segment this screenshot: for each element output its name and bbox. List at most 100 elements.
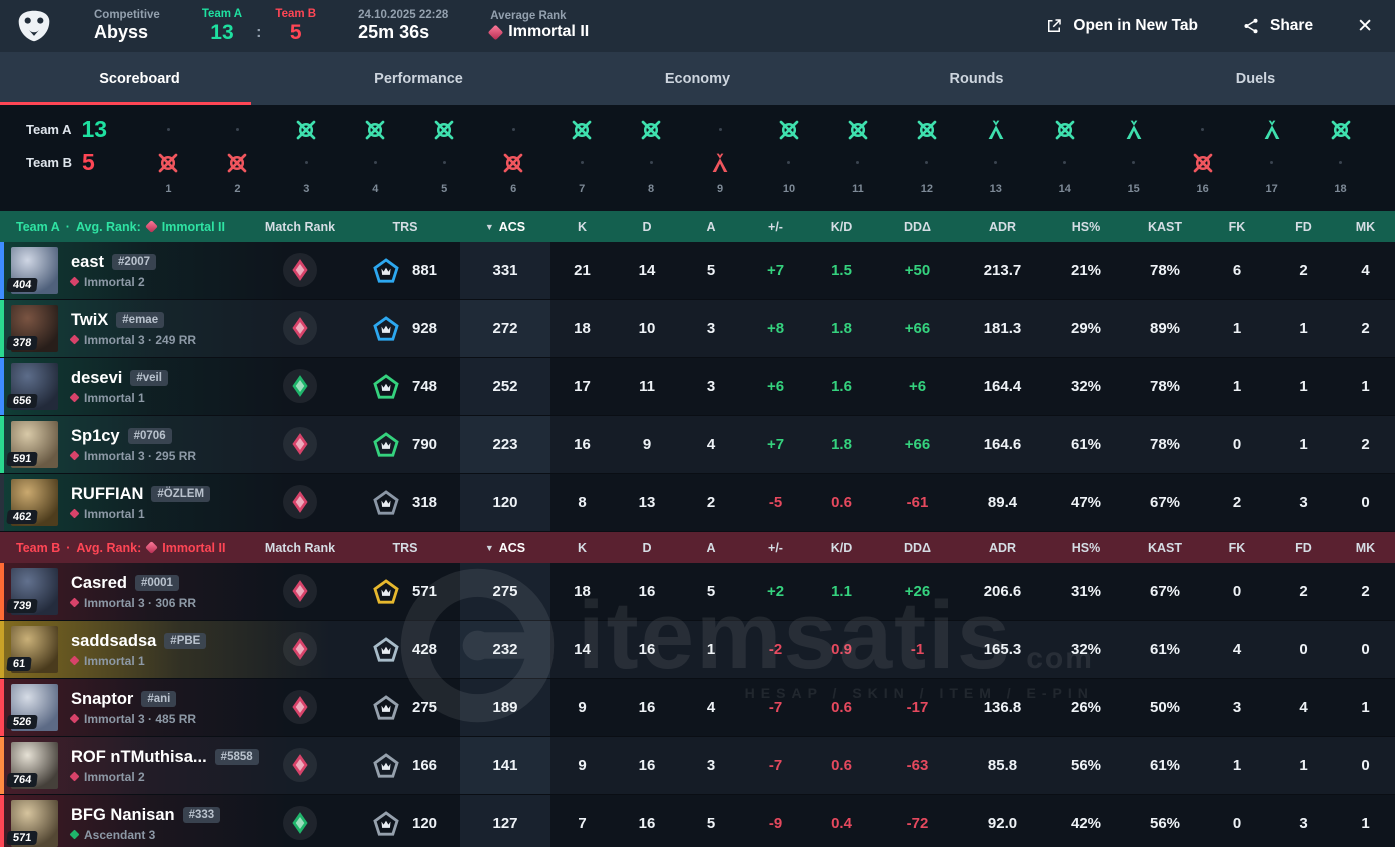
column-header--[interactable]: +/- [768,219,783,234]
column-header-match-rank[interactable]: Match Rank [264,219,336,234]
agent-avatar: 526 [6,684,58,731]
column-header-adr[interactable]: ADR [988,540,1017,555]
column-header-kast[interactable]: KAST [1147,540,1183,555]
trs-value: 318 [411,494,438,511]
first-kills-value: 0 [1232,815,1242,832]
round-column: 9 [686,113,755,211]
trs-value: 881 [411,262,438,279]
share-button[interactable]: Share [1242,17,1313,35]
multi-kills-value: 0 [1361,757,1370,774]
column-header-match-rank[interactable]: Match Rank [264,540,336,555]
column-header-hs-[interactable]: HS% [1071,219,1101,234]
first-kills-value: 1 [1232,320,1242,337]
agent-avatar: 378 [6,305,58,352]
column-header-a[interactable]: A [706,219,716,234]
headshot-pct-value: 32% [1070,378,1102,395]
brand-logo-icon [18,10,50,42]
column-header-trs[interactable]: TRS [392,219,418,234]
tab-duels[interactable]: Duels [1116,52,1395,105]
tab-economy[interactable]: Economy [558,52,837,105]
column-header-fk[interactable]: FK [1228,540,1246,555]
deaths-value: 16 [638,815,656,832]
column-header-k[interactable]: K [577,540,588,555]
column-header-kast[interactable]: KAST [1147,219,1183,234]
headshot-pct-value: 56% [1070,757,1102,774]
match-rank-icon [283,632,317,666]
first-kills-value: 1 [1232,378,1242,395]
trs-cell: 318 [350,489,460,516]
player-row[interactable]: 591 Sp1cy #0706 Immortal 3 · 295 RR [0,416,1395,474]
round-loss-dot [1339,161,1343,164]
trs-badge-icon [373,810,399,837]
trs-badge-icon [373,373,399,400]
column-header-acs[interactable]: ▼ ACS [484,540,526,555]
player-rank-text: Immortal 1 [84,506,145,521]
column-header-adr[interactable]: ADR [988,219,1017,234]
column-header-mk[interactable]: MK [1355,219,1376,234]
account-level-badge: 404 [6,278,39,292]
column-header-dd-[interactable]: DDΔ [903,219,932,234]
rank-diamond-icon [488,24,504,41]
tab-label: Duels [1235,70,1276,87]
column-header-fd[interactable]: FD [1295,219,1312,234]
player-cell: 404 east #2007 Immortal 2 [0,242,250,299]
player-cell: 764 ROF nTMuthisa... #5858 Immortal 2 [0,737,259,794]
column-header-acs[interactable]: ▼ ACS [484,219,526,234]
round-loss-dot [235,128,239,131]
round-loss-dot [994,161,998,164]
player-row[interactable]: 739 Casred #0001 Immortal 3 · 306 RR [0,563,1395,621]
kast-value: 89% [1149,320,1181,337]
tab-rounds[interactable]: Rounds [837,52,1116,105]
agent-avatar: 462 [6,479,58,526]
column-header-d[interactable]: D [642,540,652,555]
column-header-d[interactable]: D [642,219,652,234]
column-header-trs[interactable]: TRS [392,540,418,555]
headshot-pct-value: 21% [1070,262,1102,279]
elimination-icon [159,153,178,172]
player-cell: 656 desevi #veil Immortal 1 [0,358,250,415]
column-header-hs-[interactable]: HS% [1071,540,1101,555]
column-header-fk[interactable]: FK [1228,219,1246,234]
headshot-pct-value: 32% [1070,641,1102,658]
player-name: Snaptor [71,689,134,708]
player-cell: 571 BFG Nanisan #333 Ascendant 3 [0,795,250,847]
assists-value: 5 [706,815,716,832]
rounds-team-b-score: 5 [82,149,95,175]
multi-kills-value: 0 [1361,494,1370,511]
player-row[interactable]: 404 east #2007 Immortal 2 [0,242,1395,300]
trs-cell: 571 [350,578,460,605]
tab-scoreboard[interactable]: Scoreboard [0,52,279,105]
player-row[interactable]: 462 RUFFIAN #ÖZLEM Immortal 1 [0,474,1395,532]
trs-value: 928 [411,320,438,337]
player-row[interactable]: 378 TwiX #emae Immortal 3 · 249 RR [0,300,1395,358]
column-header-k-d[interactable]: K/D [830,540,853,555]
column-header--[interactable]: +/- [768,540,783,555]
rank-diamond-icon [69,334,80,345]
assists-value: 5 [706,262,716,279]
plus-minus-value: +8 [766,320,785,337]
open-in-new-tab-button[interactable]: Open in New Tab [1045,17,1198,35]
player-row[interactable]: 571 BFG Nanisan #333 Ascendant 3 [0,795,1395,847]
kills-value: 7 [578,815,587,832]
column-header-fd[interactable]: FD [1295,540,1312,555]
party-accent-bar [0,358,4,415]
player-row[interactable]: 526 Snaptor #ani Immortal 3 · 485 RR [0,679,1395,737]
column-header-k[interactable]: K [577,219,588,234]
close-icon[interactable]: ✕ [1357,15,1373,37]
match-rank-cell [250,485,350,520]
column-header-k-d[interactable]: K/D [830,219,853,234]
trs-badge-icon [373,694,399,721]
acs-value: 331 [492,262,518,279]
round-18-win-a-elim-icon [1328,117,1354,143]
column-header-mk[interactable]: MK [1355,540,1376,555]
player-row[interactable]: 61 saddsadsa #PBE Immortal 1 [0,621,1395,679]
tab-label: Rounds [949,70,1004,87]
rank-diamond-icon [144,220,158,233]
column-header-dd-[interactable]: DDΔ [903,540,932,555]
elimination-icon [572,120,592,139]
column-header-a[interactable]: A [706,540,716,555]
player-row[interactable]: 764 ROF nTMuthisa... #5858 Immortal 2 [0,737,1395,795]
tab-performance[interactable]: Performance [279,52,558,105]
player-row[interactable]: 656 desevi #veil Immortal 1 [0,358,1395,416]
